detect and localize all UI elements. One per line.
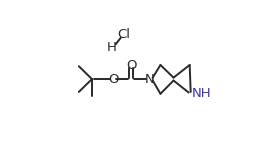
Text: O: O	[108, 73, 118, 86]
Text: Cl: Cl	[118, 28, 131, 41]
Text: O: O	[126, 59, 136, 72]
Text: N: N	[145, 73, 154, 86]
Text: H: H	[107, 41, 117, 54]
Text: NH: NH	[191, 87, 211, 100]
